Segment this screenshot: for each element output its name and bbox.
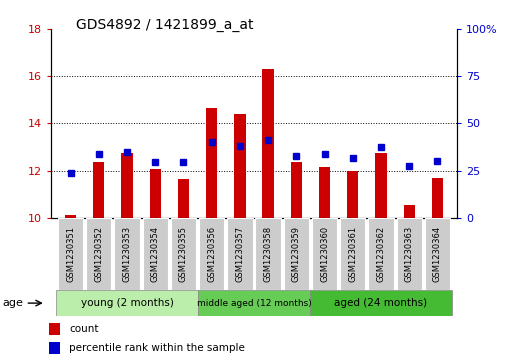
FancyBboxPatch shape: [58, 218, 83, 290]
Text: GSM1230351: GSM1230351: [66, 226, 75, 282]
Text: GSM1230358: GSM1230358: [264, 226, 273, 282]
FancyBboxPatch shape: [199, 218, 225, 290]
FancyBboxPatch shape: [171, 218, 196, 290]
FancyBboxPatch shape: [312, 218, 337, 290]
Bar: [347, 171, 359, 218]
Text: GSM1230362: GSM1230362: [376, 226, 386, 282]
FancyBboxPatch shape: [425, 218, 450, 290]
Text: age: age: [3, 298, 23, 308]
Bar: [65, 215, 76, 218]
Text: GSM1230360: GSM1230360: [320, 226, 329, 282]
Text: GSM1230359: GSM1230359: [292, 226, 301, 282]
FancyBboxPatch shape: [227, 218, 252, 290]
Bar: [432, 178, 443, 218]
FancyBboxPatch shape: [310, 290, 452, 316]
FancyBboxPatch shape: [86, 218, 111, 290]
Bar: [291, 162, 302, 218]
Text: GSM1230364: GSM1230364: [433, 226, 442, 282]
Text: GSM1230353: GSM1230353: [122, 226, 132, 282]
FancyBboxPatch shape: [114, 218, 140, 290]
Text: GDS4892 / 1421899_a_at: GDS4892 / 1421899_a_at: [76, 18, 253, 32]
FancyBboxPatch shape: [198, 290, 310, 316]
Bar: [263, 69, 274, 218]
Text: middle aged (12 months): middle aged (12 months): [197, 299, 311, 307]
Bar: [319, 167, 330, 218]
FancyBboxPatch shape: [256, 218, 281, 290]
FancyBboxPatch shape: [143, 218, 168, 290]
Text: GSM1230363: GSM1230363: [405, 226, 414, 282]
Bar: [93, 162, 105, 218]
Bar: [178, 179, 189, 218]
Text: GSM1230361: GSM1230361: [348, 226, 357, 282]
Text: count: count: [69, 324, 99, 334]
Text: GSM1230355: GSM1230355: [179, 226, 188, 282]
Text: GSM1230357: GSM1230357: [235, 226, 244, 282]
FancyBboxPatch shape: [56, 290, 198, 316]
Text: GSM1230352: GSM1230352: [94, 226, 103, 282]
Text: GSM1230356: GSM1230356: [207, 226, 216, 282]
Text: young (2 months): young (2 months): [81, 298, 173, 308]
FancyBboxPatch shape: [283, 218, 309, 290]
Bar: [121, 153, 133, 218]
FancyBboxPatch shape: [340, 218, 365, 290]
Text: percentile rank within the sample: percentile rank within the sample: [69, 343, 245, 353]
Text: GSM1230354: GSM1230354: [151, 226, 160, 282]
Bar: [403, 205, 415, 218]
Bar: [234, 114, 245, 218]
Bar: [149, 170, 161, 218]
Bar: [49, 342, 60, 354]
Text: aged (24 months): aged (24 months): [334, 298, 428, 308]
FancyBboxPatch shape: [397, 218, 422, 290]
Bar: [375, 153, 387, 218]
FancyBboxPatch shape: [368, 218, 394, 290]
Bar: [49, 323, 60, 335]
Bar: [206, 108, 217, 218]
